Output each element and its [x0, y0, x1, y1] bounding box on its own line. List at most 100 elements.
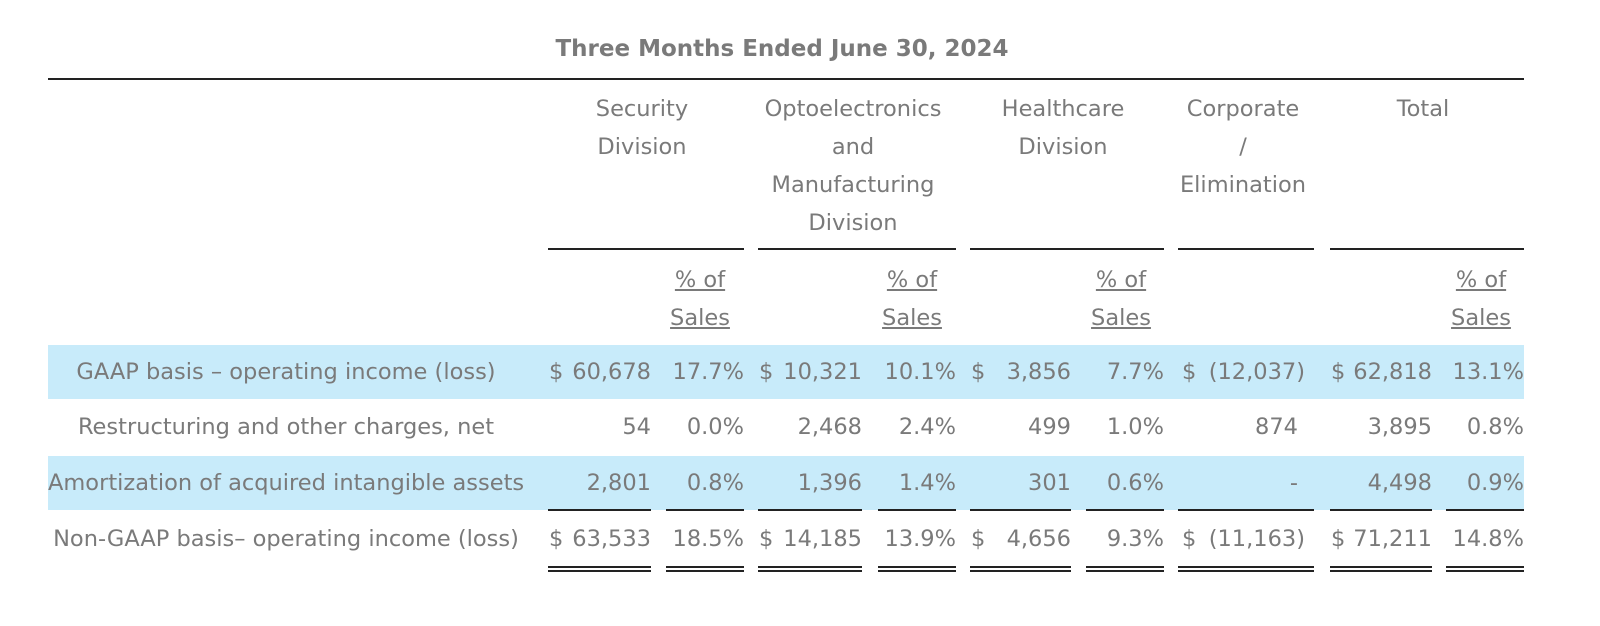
pct-header-line: % of — [674, 267, 726, 293]
pct-sales-header: % of Sales — [1445, 261, 1517, 337]
total-double-rule — [878, 566, 956, 572]
total-double-rule — [758, 566, 862, 572]
value-cell: (11,163) — [1208, 526, 1305, 552]
value-cell: 71,211 — [1353, 526, 1432, 552]
header-rule — [970, 248, 1164, 250]
value-cell: 3,895 — [1367, 414, 1432, 440]
row-highlight-band — [48, 456, 1524, 510]
column-header-line: Manufacturing — [771, 172, 935, 198]
pct-sales-header: % of Sales — [1085, 261, 1157, 337]
value-cell: 4,498 — [1367, 470, 1432, 496]
currency-symbol: $ — [971, 526, 986, 552]
currency-symbol: $ — [1182, 526, 1197, 552]
pct-cell: 0.0% — [686, 414, 744, 440]
value-cell: (12,037) — [1208, 359, 1305, 385]
header-rule — [548, 248, 744, 250]
pct-cell: 17.7% — [672, 359, 744, 385]
row-label: Amortization of acquired intangible asse… — [48, 470, 525, 496]
column-header-line: Security Division — [595, 96, 689, 160]
value-cell: - — [1289, 470, 1298, 496]
header-rule — [758, 248, 956, 250]
currency-symbol: $ — [759, 359, 774, 385]
pct-cell: 14.8% — [1452, 526, 1524, 552]
pct-header-line: % of — [886, 267, 938, 293]
column-header-healthcare: Healthcare Division — [970, 90, 1156, 166]
total-double-rule — [1178, 566, 1314, 572]
pct-cell: 0.9% — [1466, 470, 1524, 496]
subtotal-rule — [548, 509, 651, 511]
total-double-rule — [1086, 566, 1164, 572]
pct-cell: 0.8% — [1466, 414, 1524, 440]
total-double-rule — [666, 566, 744, 572]
value-cell: 14,185 — [783, 526, 862, 552]
row-highlight-band — [48, 345, 1524, 399]
row-label: GAAP basis – operating income (loss) — [76, 359, 496, 385]
column-header-line: Division — [808, 210, 898, 236]
pct-cell: 0.8% — [686, 470, 744, 496]
subtotal-rule — [1178, 509, 1314, 511]
pct-header-line: % of — [1455, 267, 1507, 293]
currency-symbol: $ — [759, 526, 774, 552]
column-header-line: Elimination — [1179, 172, 1307, 198]
table-title: Three Months Ended June 30, 2024 — [555, 36, 1009, 62]
top-rule — [48, 78, 1524, 80]
value-cell: 10,321 — [783, 359, 862, 385]
column-header-corporate: Corporate / Elimination — [1178, 90, 1308, 204]
currency-symbol: $ — [549, 359, 564, 385]
total-double-rule — [1446, 566, 1524, 572]
pct-cell: 0.6% — [1106, 470, 1164, 496]
currency-symbol: $ — [1331, 526, 1346, 552]
pct-header-line: Sales — [1451, 305, 1511, 331]
value-cell: 60,678 — [572, 359, 651, 385]
value-cell: 301 — [1028, 470, 1071, 496]
currency-symbol: $ — [1182, 359, 1197, 385]
column-header-line: Division — [1018, 134, 1108, 160]
pct-cell: 1.0% — [1106, 414, 1164, 440]
column-header-optoelectronics: Optoelectronics and Manufacturing Divisi… — [758, 90, 948, 242]
value-cell: 63,533 — [572, 526, 651, 552]
pct-cell: 1.4% — [898, 470, 956, 496]
value-cell: 62,818 — [1353, 359, 1432, 385]
currency-symbol: $ — [971, 359, 986, 385]
column-header-line: / — [1239, 134, 1247, 160]
column-header-line: Healthcare — [1001, 96, 1125, 122]
column-header-line: Total — [1396, 96, 1450, 122]
pct-header-line: Sales — [670, 305, 730, 331]
value-cell: 499 — [1028, 414, 1071, 440]
subtotal-rule — [666, 509, 744, 511]
total-double-rule — [970, 566, 1071, 572]
column-header-security: Security Division — [548, 90, 736, 166]
pct-cell: 2.4% — [898, 414, 956, 440]
value-cell: 3,856 — [1006, 359, 1071, 385]
total-double-rule — [548, 566, 651, 572]
value-cell: 4,656 — [1006, 526, 1071, 552]
column-header-line: Corporate — [1186, 96, 1300, 122]
row-label: Restructuring and other charges, net — [77, 414, 495, 440]
value-cell: 2,468 — [797, 414, 862, 440]
header-rule — [1178, 248, 1314, 250]
total-double-rule — [1330, 566, 1432, 572]
pct-sales-header: % of Sales — [664, 261, 736, 337]
value-cell: 1,396 — [797, 470, 862, 496]
row-label: Non-GAAP basis– operating income (loss) — [53, 526, 519, 552]
value-cell: 874 — [1255, 414, 1298, 440]
pct-cell: 18.5% — [672, 526, 744, 552]
currency-symbol: $ — [549, 526, 564, 552]
pct-cell: 13.1% — [1452, 359, 1524, 385]
pct-header-line: Sales — [1091, 305, 1151, 331]
header-rule — [1330, 248, 1524, 250]
pct-cell: 9.3% — [1106, 526, 1164, 552]
pct-cell: 7.7% — [1106, 359, 1164, 385]
column-header-line: and — [831, 134, 875, 160]
pct-header-line: % of — [1095, 267, 1147, 293]
value-cell: 2,801 — [586, 470, 651, 496]
column-header-line: Optoelectronics — [764, 96, 942, 122]
pct-sales-header: % of Sales — [876, 261, 948, 337]
value-cell: 54 — [622, 414, 651, 440]
currency-symbol: $ — [1331, 359, 1346, 385]
pct-header-line: Sales — [882, 305, 942, 331]
subtotal-rule — [878, 509, 956, 511]
column-header-total: Total — [1330, 90, 1516, 128]
subtotal-rule — [970, 509, 1071, 511]
subtotal-rule — [1330, 509, 1432, 511]
